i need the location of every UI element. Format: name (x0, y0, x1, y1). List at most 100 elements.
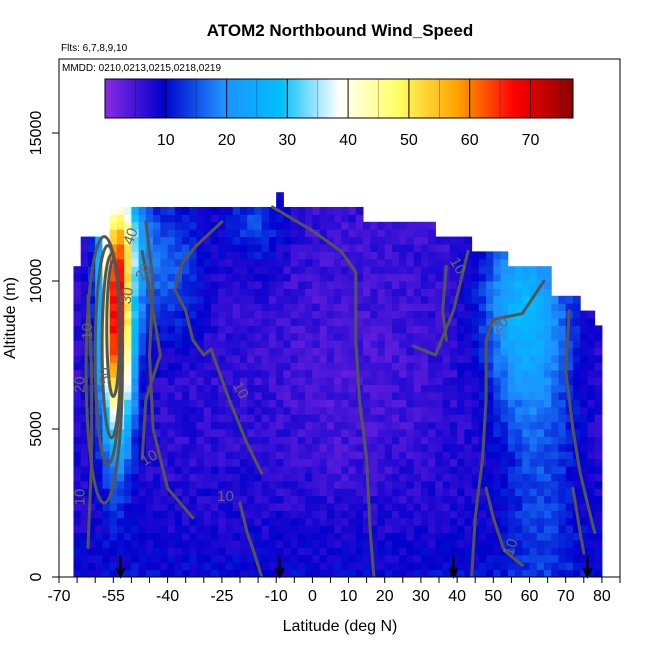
heatmap-cell (239, 384, 248, 393)
heatmap-cell (363, 273, 371, 282)
heatmap-cell (464, 466, 473, 474)
heatmap-cell (232, 488, 241, 497)
heatmap-cell (247, 281, 255, 289)
heatmap-cell (594, 369, 603, 378)
heatmap-cell (153, 466, 161, 474)
heatmap-cell (587, 332, 596, 341)
heatmap-cell (391, 332, 400, 341)
heatmap-cell (507, 414, 516, 423)
heatmap-cell (297, 295, 306, 304)
heatmap-cell (435, 288, 444, 297)
heatmap-cell (326, 525, 335, 534)
heatmap-cell (319, 480, 328, 489)
heatmap-cell (551, 554, 559, 563)
heatmap-cell (435, 532, 444, 541)
heatmap-cell (138, 266, 147, 275)
heatmap-cell (355, 266, 364, 275)
heatmap-cell (391, 414, 400, 423)
heatmap-cell (283, 273, 292, 282)
heatmap-cell (529, 547, 538, 556)
heatmap-cell (370, 443, 378, 452)
heatmap-cell (565, 369, 574, 378)
heatmap-cell (182, 214, 190, 223)
heatmap-cell (565, 414, 574, 423)
heatmap-cell (268, 303, 277, 312)
heatmap-cell (167, 473, 176, 482)
heatmap-cell (297, 436, 306, 445)
heatmap-cell (160, 562, 169, 571)
heatmap-cell (442, 236, 451, 245)
heatmap-cell (587, 406, 596, 415)
heatmap-cell (211, 458, 219, 467)
heatmap-cell (449, 525, 458, 534)
heatmap-cell (247, 273, 255, 282)
heatmap-cell (377, 473, 386, 482)
heatmap-cell (355, 229, 364, 238)
heatmap-cell (587, 532, 596, 541)
heatmap-cell (536, 466, 545, 474)
heatmap-cell (471, 258, 480, 267)
heatmap-cell (326, 414, 335, 423)
heatmap-cell (370, 392, 378, 400)
heatmap-cell (305, 362, 313, 371)
heatmap-cell (160, 510, 169, 519)
heatmap-cell (211, 540, 219, 548)
heatmap-cell (312, 554, 321, 563)
heatmap-cell (131, 325, 140, 334)
heatmap-cell (189, 288, 198, 297)
heatmap-cell (131, 392, 140, 400)
heatmap-cell (211, 244, 219, 252)
heatmap-cell (312, 310, 321, 319)
heatmap-cell (109, 488, 118, 497)
heatmap-cell (529, 310, 538, 319)
heatmap-cell (182, 251, 190, 260)
heatmap-cell (80, 436, 89, 445)
heatmap-cell (138, 281, 147, 289)
heatmap-cell (572, 466, 581, 474)
heatmap-cell (493, 295, 502, 304)
heatmap-cell (370, 281, 378, 289)
heatmap-cell (261, 273, 270, 282)
heatmap-cell (442, 503, 451, 511)
heatmap-cell (73, 451, 82, 460)
heatmap-cell (153, 525, 161, 534)
heatmap-cell (515, 510, 523, 519)
heatmap-cell (160, 525, 169, 534)
heatmap-cell (124, 466, 132, 474)
heatmap-cell (406, 295, 415, 304)
heatmap-cell (174, 244, 183, 252)
heatmap-cell (153, 318, 161, 326)
heatmap-cell (507, 429, 516, 437)
heatmap-cell (399, 236, 407, 245)
heatmap-cell (225, 540, 234, 548)
heatmap-cell (428, 517, 436, 526)
heatmap-cell (116, 443, 125, 452)
heatmap-cell (493, 436, 502, 445)
heatmap-cell (493, 554, 502, 563)
heatmap-cell (290, 347, 299, 356)
heatmap-cell (377, 362, 386, 371)
heatmap-cell (420, 325, 429, 334)
heatmap-cell (73, 406, 82, 415)
heatmap-cell (435, 436, 444, 445)
heatmap-cell (442, 466, 451, 474)
heatmap-cell (507, 480, 516, 489)
heatmap-cell (587, 392, 596, 400)
heatmap-cell (406, 451, 415, 460)
heatmap-cell (442, 399, 451, 408)
heatmap-cell (319, 310, 328, 319)
heatmap-cell (297, 562, 306, 571)
heatmap-cell (355, 421, 364, 430)
heatmap-cell (196, 473, 205, 482)
heatmap-cell (160, 251, 169, 260)
heatmap-cell (543, 377, 552, 386)
heatmap-cell (254, 369, 263, 378)
heatmap-cell (457, 406, 465, 415)
heatmap-cell (109, 347, 118, 356)
heatmap-cell (363, 392, 371, 400)
heatmap-cell (442, 569, 451, 577)
heatmap-cell (174, 436, 183, 445)
heatmap-cell (312, 466, 321, 474)
heatmap-cell (95, 503, 103, 511)
heatmap-cell (203, 214, 212, 223)
